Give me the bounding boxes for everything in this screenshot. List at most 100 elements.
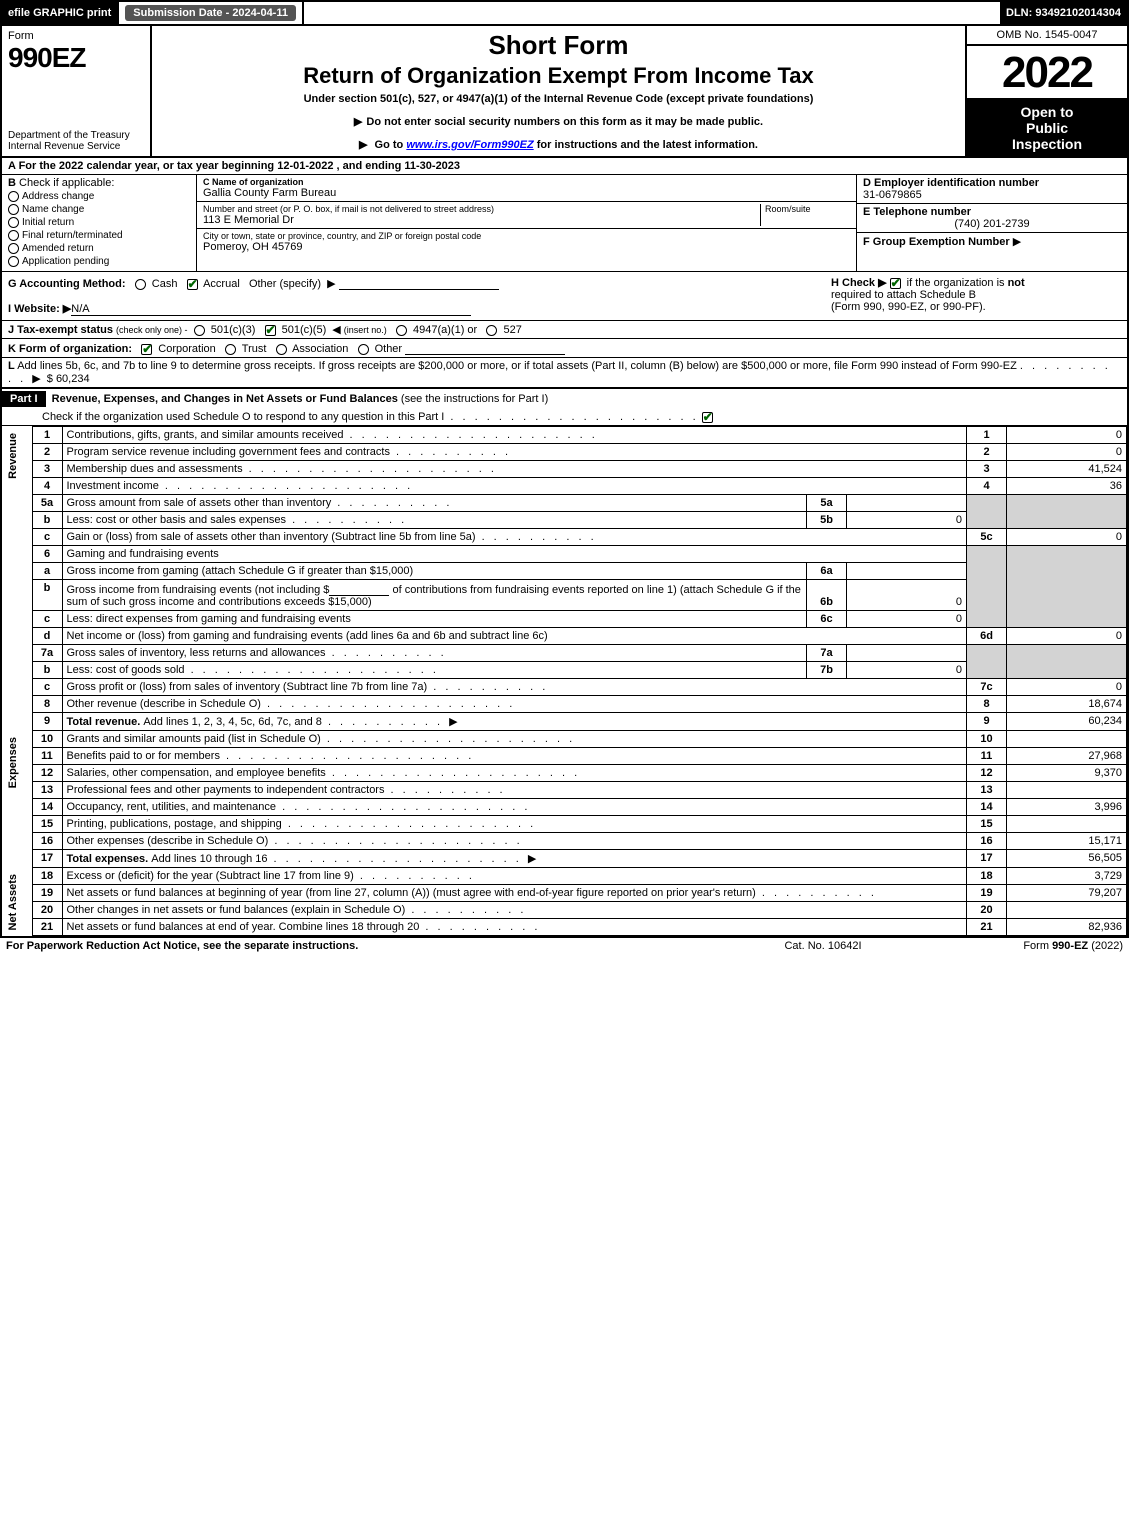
line-desc: Excess or (deficit) for the year (Subtra… — [67, 870, 354, 882]
line-num: 15 — [32, 816, 62, 833]
street-label: Number and street (or P. O. box, if mail… — [203, 204, 760, 214]
dots-icon — [354, 870, 475, 882]
row-12: 12 Salaries, other compensation, and emp… — [2, 765, 1127, 782]
phone-row: E Telephone number (740) 201-2739 — [857, 204, 1127, 233]
other-label: Other (specify) — [249, 278, 321, 290]
other-org-input[interactable] — [405, 341, 565, 355]
street: 113 E Memorial Dr — [203, 214, 760, 226]
line-desc-b: Total expenses. — [67, 853, 152, 865]
chk-501c3[interactable] — [194, 325, 205, 336]
line-amt — [1007, 731, 1127, 748]
checkbox-icon — [8, 256, 19, 267]
form-number: 990EZ — [8, 42, 144, 74]
dots-icon — [276, 801, 530, 813]
header-left: Form 990EZ Department of the Treasury In… — [2, 26, 152, 156]
dots-icon — [261, 698, 515, 710]
dots-icon — [444, 411, 698, 423]
group-exemption-row: F Group Exemption Number ▶ — [857, 233, 1127, 250]
chk-other-org[interactable] — [358, 344, 369, 355]
chk-initial-return[interactable]: Initial return — [8, 217, 190, 228]
row-17: 17 Total expenses. Add lines 10 through … — [2, 850, 1127, 868]
line-desc: Professional fees and other payments to … — [67, 784, 385, 796]
inner-box: 6b — [807, 580, 847, 611]
line-amt: 27,968 — [1007, 748, 1127, 765]
financial-table: Revenue 1 Contributions, gifts, grants, … — [2, 426, 1127, 936]
row-6: 6 Gaming and fundraising events — [2, 546, 1127, 563]
part1-suffix: (see the instructions for Part I) — [398, 393, 548, 405]
chk-accrual[interactable] — [187, 279, 198, 290]
efile-label: efile GRAPHIC print — [8, 7, 111, 19]
line-num: 18 — [32, 868, 62, 885]
line-num: 6 — [32, 546, 62, 563]
group-exemption-label: F Group Exemption Number — [863, 236, 1010, 248]
line-num: b — [32, 580, 62, 611]
title-short: Short Form — [158, 30, 959, 61]
line-desc: Less: cost or other basis and sales expe… — [67, 514, 287, 526]
chk-label: Name change — [22, 204, 84, 215]
line-k: K Form of organization: Corporation Trus… — [2, 339, 1127, 358]
line-desc: Net assets or fund balances at end of ye… — [67, 921, 420, 933]
footer-mid: Cat. No. 10642I — [723, 940, 923, 952]
line-num: 9 — [32, 713, 62, 731]
other-specify-input[interactable] — [339, 276, 499, 290]
chk-cash[interactable] — [135, 279, 146, 290]
line-desc: Printing, publications, postage, and shi… — [67, 818, 282, 830]
footer: For Paperwork Reduction Act Notice, see … — [0, 938, 1129, 954]
chk-corporation[interactable] — [141, 344, 152, 355]
irs-link[interactable]: www.irs.gov/Form990EZ — [406, 139, 533, 151]
website-label: I Website: ▶ — [8, 303, 71, 315]
row-6a: a Gross income from gaming (attach Sched… — [2, 563, 1127, 580]
line-j: J Tax-exempt status (check only one) - 5… — [2, 321, 1127, 339]
contribution-amount-input[interactable] — [329, 582, 389, 596]
chk-application-pending[interactable]: Application pending — [8, 256, 190, 267]
row-18: Net Assets 18 Excess or (deficit) for th… — [2, 868, 1127, 885]
line-num: 5a — [32, 495, 62, 512]
line-l-text: Add lines 5b, 6c, and 7b to line 9 to de… — [17, 360, 1017, 372]
row-14: 14 Occupancy, rent, utilities, and maint… — [2, 799, 1127, 816]
org-name-label: C Name of organization — [203, 177, 850, 187]
omb: OMB No. 1545-0047 — [967, 26, 1127, 46]
arrow-icon: ▶ — [1013, 236, 1021, 248]
line-box: 1 — [967, 427, 1007, 444]
dept-irs: Internal Revenue Service — [8, 141, 144, 152]
line-num: 10 — [32, 731, 62, 748]
efile-print[interactable]: efile GRAPHIC print — [2, 2, 119, 24]
line-num: 19 — [32, 885, 62, 902]
accounting-method-label: G Accounting Method: — [8, 278, 126, 290]
line-h-not: not — [1008, 277, 1025, 289]
chk-501c[interactable] — [265, 325, 276, 336]
chk-association[interactable] — [276, 344, 287, 355]
inner-box: 5a — [807, 495, 847, 512]
chk-4947[interactable] — [396, 325, 407, 336]
part1-check-line: Check if the organization used Schedule … — [2, 409, 1127, 425]
chk-schedule-b-not-required[interactable] — [890, 278, 901, 289]
line-desc: Gross sales of inventory, less returns a… — [67, 647, 326, 659]
line-desc: Gross income from gaming (attach Schedul… — [67, 565, 414, 577]
ein-label: D Employer identification number — [863, 177, 1121, 189]
chk-schedule-o-used[interactable] — [702, 412, 713, 423]
inner-amt: 0 — [847, 662, 967, 679]
chk-address-change[interactable]: Address change — [8, 191, 190, 202]
chk-name-change[interactable]: Name change — [8, 204, 190, 215]
dots-icon — [390, 446, 511, 458]
dots-icon — [326, 647, 447, 659]
chk-final-return[interactable]: Final return/terminated — [8, 230, 190, 241]
dots-icon — [321, 733, 575, 745]
block-b-check-label: Check if applicable: — [19, 177, 114, 189]
checkbox-icon — [8, 217, 19, 228]
row-8: 8 Other revenue (describe in Schedule O)… — [2, 696, 1127, 713]
line-desc-2: Add lines 10 through 16 — [151, 853, 267, 865]
line-box: 4 — [967, 478, 1007, 495]
org-name-row: C Name of organization Gallia County Far… — [197, 175, 856, 202]
chk-amended-return[interactable]: Amended return — [8, 243, 190, 254]
line-box: 14 — [967, 799, 1007, 816]
line-num: 11 — [32, 748, 62, 765]
chk-trust[interactable] — [225, 344, 236, 355]
block-b-label: B — [8, 177, 16, 189]
line-box: 18 — [967, 868, 1007, 885]
room-label: Room/suite — [765, 204, 850, 214]
line-a-end: 11-30-2023 — [404, 160, 460, 172]
form-of-org-label: K Form of organization: — [8, 343, 132, 355]
chk-527[interactable] — [486, 325, 497, 336]
line-num: 13 — [32, 782, 62, 799]
